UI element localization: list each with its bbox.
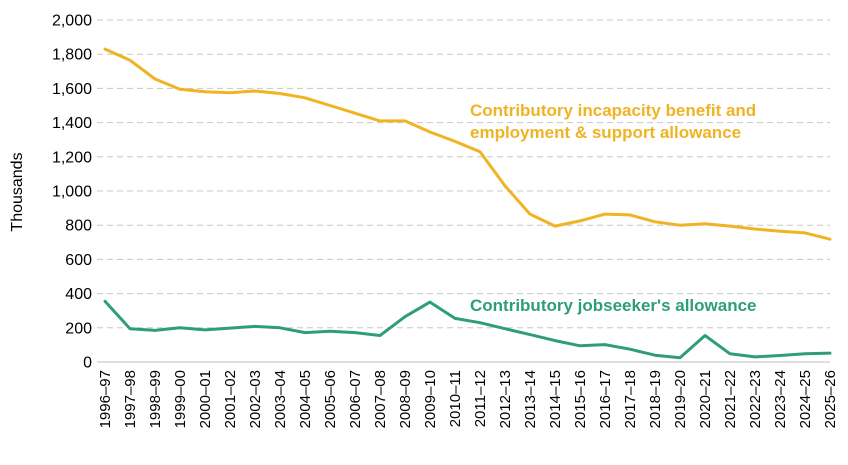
x-tick-label: 2020–21: [697, 370, 714, 428]
x-tick-label: 2016–17: [597, 370, 614, 428]
x-tick-label: 2021–22: [722, 370, 739, 428]
y-tick-label: 1,800: [52, 47, 92, 64]
x-tick-label: 1999–00: [172, 370, 189, 428]
x-tick-label: 1997–98: [122, 370, 139, 428]
y-tick-label: 0: [83, 355, 92, 372]
y-tick-label: 1,000: [52, 184, 92, 201]
x-tick-label: 2010–11: [447, 370, 464, 427]
x-tick-label: 2018–19: [647, 370, 664, 428]
y-tick-label: 1,200: [52, 149, 92, 166]
series-line-jobseekers-allowance: [103, 299, 832, 360]
x-tick-label: 2002–03: [247, 370, 264, 428]
x-tick-label: 2019–20: [672, 370, 689, 428]
x-tick-label: 2007–08: [372, 370, 389, 428]
y-tick-label: 600: [65, 252, 92, 269]
x-tick-label: 2012–13: [497, 370, 514, 428]
series-lines: [103, 47, 832, 360]
series-line-incapacity-esa: [103, 47, 832, 241]
x-tick-label: 1996–97: [97, 370, 114, 428]
x-tick-label: 2001–02: [222, 370, 239, 428]
gridlines: [97, 19, 830, 329]
x-tick-label: 2014–15: [547, 370, 564, 428]
y-axis-title: Thousands: [9, 152, 26, 231]
x-tick-label: 2008–09: [397, 370, 414, 428]
y-tick-label: 1,400: [52, 115, 92, 132]
x-tick-label: 2005–06: [322, 370, 339, 428]
x-axis-ticks: 1996–97 1997–98 1998–99 1999–00 2000–01 2001–…: [97, 370, 839, 428]
x-tick-label: 2015–16: [572, 370, 589, 428]
x-tick-label: 2023–24: [772, 370, 789, 428]
x-tick-label: 2017–18: [622, 370, 639, 428]
series-labels: Contributory incapacity benefit and emplo…: [470, 101, 757, 315]
y-tick-label: 2,000: [52, 13, 92, 30]
series-label: Contributory incapacity benefit and: [470, 101, 756, 120]
y-tick-label: 200: [65, 320, 92, 337]
y-tick-label: 400: [65, 286, 92, 303]
x-tick-label: 2003–04: [272, 370, 289, 428]
x-tick-label: 2000–01: [197, 370, 214, 428]
series-label: Contributory jobseeker's allowance: [470, 296, 757, 315]
x-tick-label: 2009–10: [422, 370, 439, 428]
x-tick-label: 2013–14: [522, 370, 539, 428]
x-tick-label: 1998–99: [147, 370, 164, 428]
x-tick-label: 2011–12: [472, 370, 489, 427]
x-tick-label: 2024–25: [797, 370, 814, 428]
y-axis-ticks: 0 200 400 600 800 1,000 1,200 1,400 1,600 1,800 2,…: [52, 13, 92, 372]
y-tick-label: 1,600: [52, 81, 92, 98]
y-tick-label: 800: [65, 218, 92, 235]
series-label: employment & support allowance: [470, 123, 741, 142]
x-tick-label: 2006–07: [347, 370, 364, 428]
x-tick-label: 2022–23: [747, 370, 764, 428]
x-tick-label: 2004–05: [297, 370, 314, 428]
x-tick-label: 2025–26: [822, 370, 839, 428]
